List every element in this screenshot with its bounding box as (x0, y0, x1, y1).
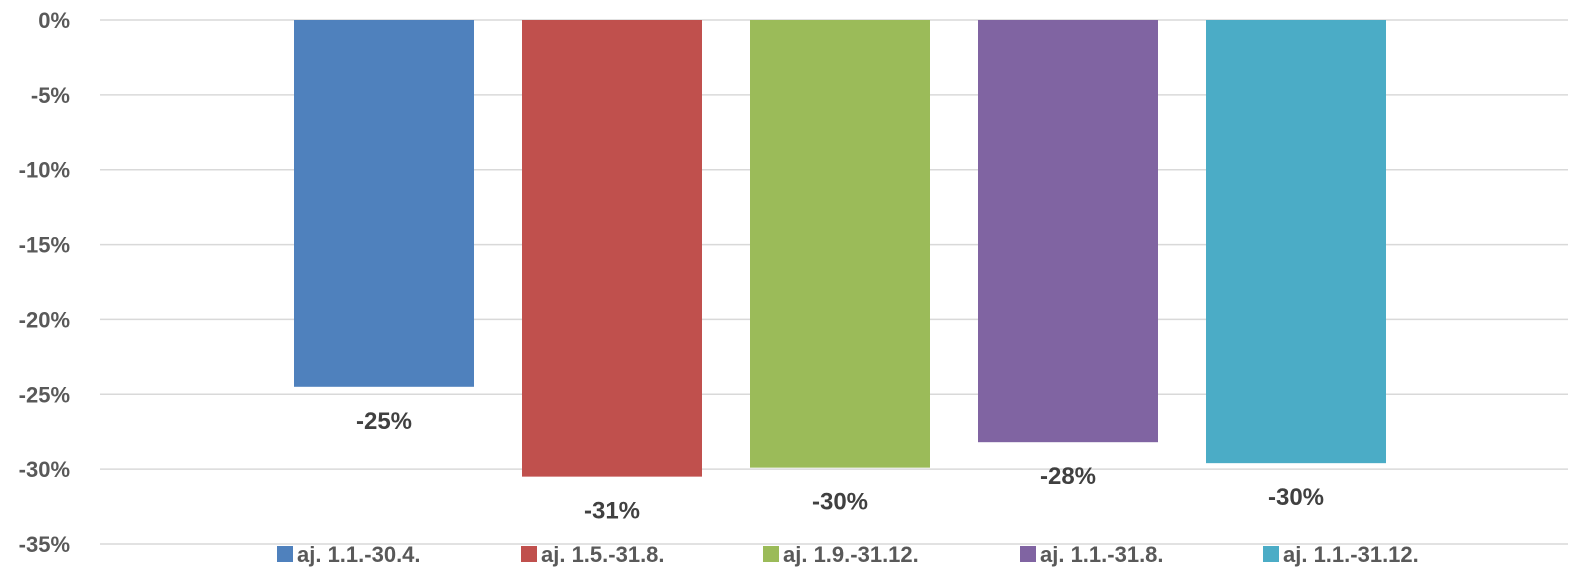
data-label: -28% (1040, 463, 1096, 490)
y-tick-label: -15% (19, 233, 70, 258)
y-tick-label: -25% (19, 382, 70, 407)
legend-label: aj. 1.1.-31.8. (1040, 542, 1164, 567)
y-axis-tick-labels: 0% -5% -10% -15% -20% -25% -30% -35% (19, 8, 70, 557)
y-tick-label: 0% (38, 8, 70, 33)
data-label: -25% (356, 408, 412, 435)
y-tick-label: -30% (19, 457, 70, 482)
bar (522, 20, 702, 477)
legend-label: aj. 1.9.-31.12. (783, 542, 919, 567)
legend-swatch (277, 546, 293, 562)
data-label: -30% (812, 489, 868, 516)
bar (750, 20, 930, 468)
legend-swatch (521, 546, 537, 562)
y-tick-label: -20% (19, 307, 70, 332)
bar (1206, 20, 1386, 464)
legend-swatch (1263, 546, 1279, 562)
legend-label: aj. 1.5.-31.8. (541, 542, 665, 567)
legend-swatch (763, 546, 779, 562)
data-labels: -25% -31% -30% -28% -30% (356, 408, 1324, 525)
data-label: -31% (584, 498, 640, 525)
bar (978, 20, 1158, 443)
legend-label: aj. 1.1.-30.4. (297, 542, 421, 567)
legend-label: aj. 1.1.-31.12. (1283, 542, 1419, 567)
y-tick-label: -5% (31, 83, 70, 108)
y-tick-label: -35% (19, 532, 70, 557)
legend-swatch (1020, 546, 1036, 562)
bar (294, 20, 474, 387)
bars (294, 20, 1386, 477)
legend: aj. 1.1.-30.4. aj. 1.5.-31.8. aj. 1.9.-31.… (277, 542, 1419, 567)
data-label: -30% (1268, 484, 1324, 511)
y-tick-label: -10% (19, 158, 70, 183)
